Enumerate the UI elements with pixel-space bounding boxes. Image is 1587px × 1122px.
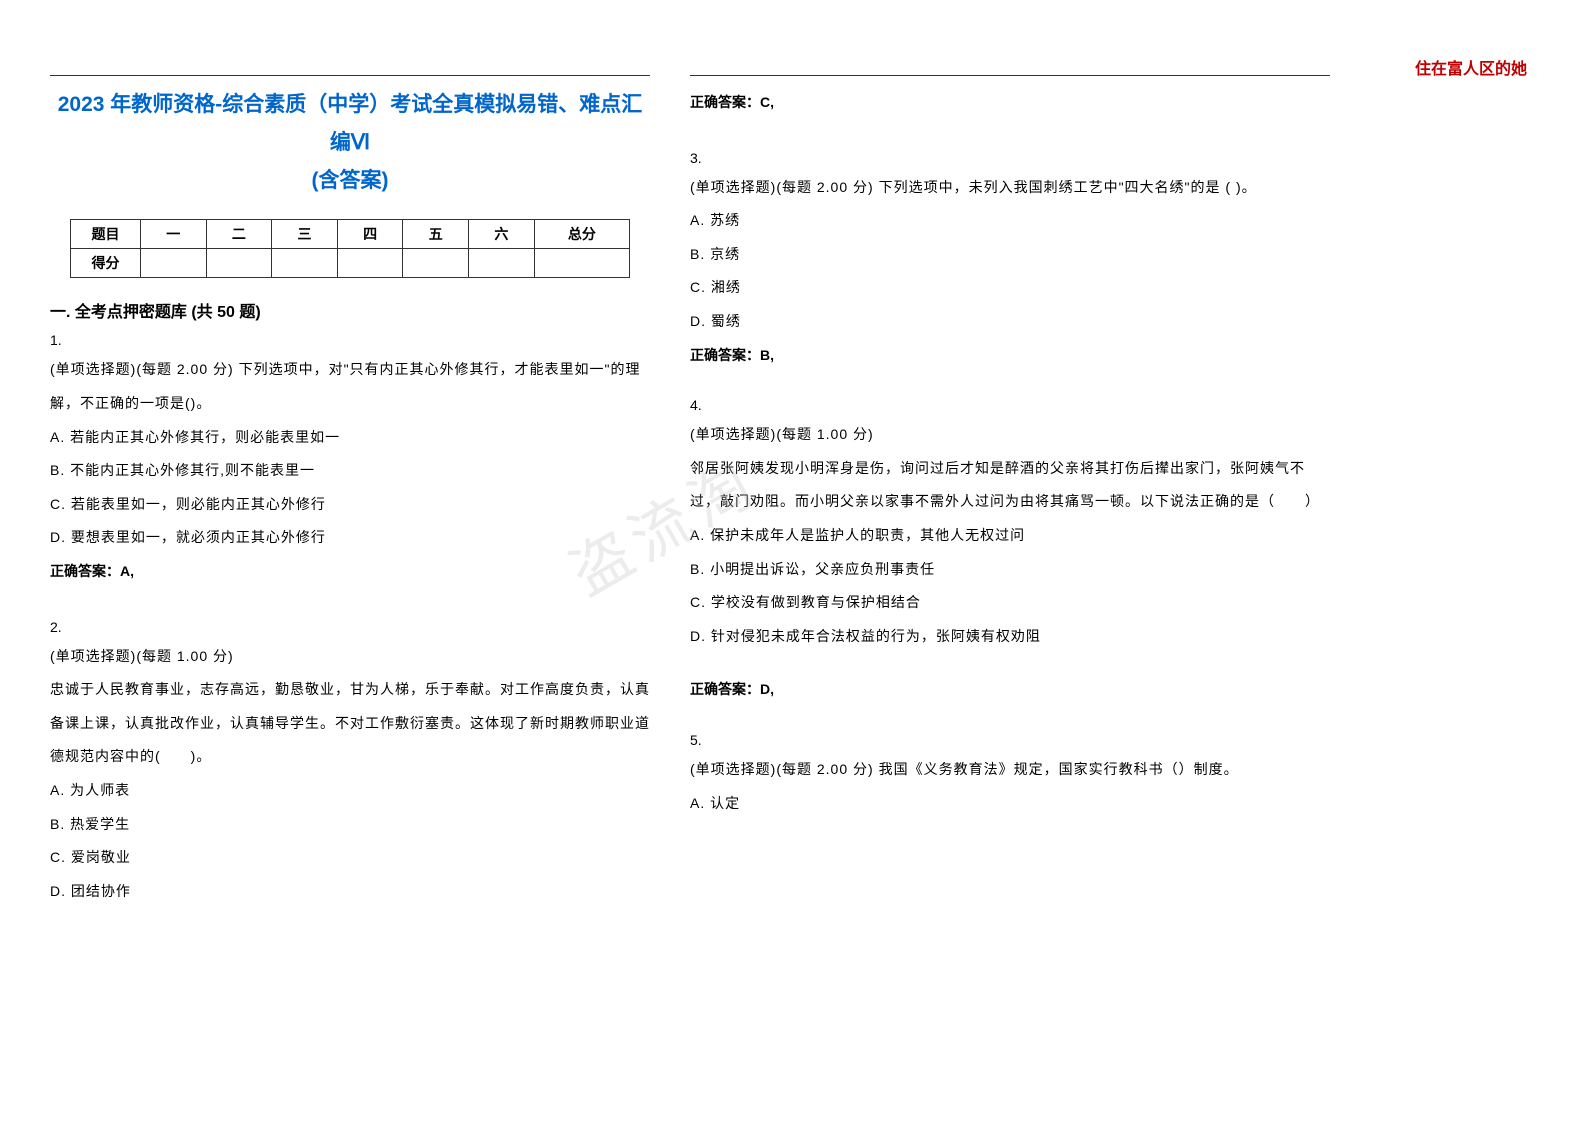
- option-c: C. 湘绣: [690, 271, 1330, 305]
- option-b: B. 热爱学生: [50, 808, 650, 842]
- question-number: 2.: [50, 619, 650, 635]
- answer-text: 正确答案：A,: [50, 555, 650, 589]
- option-a: A. 苏绣: [690, 204, 1330, 238]
- option-a: A. 认定: [690, 787, 1330, 821]
- option-a: A. 保护未成年人是监护人的职责，其他人无权过问: [690, 519, 1330, 553]
- question-number: 4.: [690, 397, 1330, 413]
- question-text: (单项选择题)(每题 1.00 分): [50, 640, 650, 674]
- question-number: 5.: [690, 732, 1330, 748]
- option-b: B. 京绣: [690, 238, 1330, 272]
- table-cell: [337, 249, 403, 278]
- question-text: (单项选择题)(每题 2.00 分) 下列选项中，未列入我国刺绣工艺中"四大名绣…: [690, 171, 1330, 205]
- answer-text: 正确答案：B,: [690, 339, 1330, 373]
- right-column: 正确答案：C, 3. (单项选择题)(每题 2.00 分) 下列选项中，未列入我…: [690, 75, 1330, 908]
- table-cell: 二: [206, 220, 272, 249]
- option-d: D. 团结协作: [50, 875, 650, 909]
- content-wrapper: 2023 年教师资格-综合素质（中学）考试全真模拟易错、难点汇编Ⅵ (含答案) …: [50, 75, 1537, 908]
- doc-title-line1: 2023 年教师资格-综合素质（中学）考试全真模拟易错、难点汇编Ⅵ: [50, 86, 650, 162]
- option-c: C. 学校没有做到教育与保护相结合: [690, 586, 1330, 620]
- question-number: 1.: [50, 332, 650, 348]
- option-d: D. 要想表里如一，就必须内正其心外修行: [50, 521, 650, 555]
- left-column: 2023 年教师资格-综合素质（中学）考试全真模拟易错、难点汇编Ⅵ (含答案) …: [50, 75, 650, 908]
- table-cell: 三: [272, 220, 338, 249]
- table-cell: 五: [403, 220, 469, 249]
- option-b: B. 小明提出诉讼，父亲应负刑事责任: [690, 553, 1330, 587]
- table-cell: 得分: [71, 249, 141, 278]
- table-cell: [534, 249, 629, 278]
- table-cell: [206, 249, 272, 278]
- table-cell: 四: [337, 220, 403, 249]
- question-text: (单项选择题)(每题 2.00 分) 我国《义务教育法》规定，国家实行教科书（）…: [690, 753, 1330, 787]
- table-cell: 题目: [71, 220, 141, 249]
- section-title: 一. 全考点押密题库 (共 50 题): [50, 298, 650, 322]
- option-d: D. 蜀绣: [690, 305, 1330, 339]
- score-table: 题目 一 二 三 四 五 六 总分 得分: [70, 219, 630, 278]
- table-cell: 一: [141, 220, 207, 249]
- option-d: D. 针对侵犯未成年合法权益的行为，张阿姨有权劝阻: [690, 620, 1330, 654]
- option-a: A. 为人师表: [50, 774, 650, 808]
- question-text: 忠诚于人民教育事业，志存高远，勤恳敬业，甘为人梯，乐于奉献。对工作高度负责，认真…: [50, 673, 650, 774]
- answer-text: 正确答案：C,: [690, 86, 1330, 120]
- table-cell: [141, 249, 207, 278]
- table-row: 题目 一 二 三 四 五 六 总分: [71, 220, 630, 249]
- question-number: 3.: [690, 150, 1330, 166]
- table-row: 得分: [71, 249, 630, 278]
- table-cell: [272, 249, 338, 278]
- question-text: 邻居张阿姨发现小明浑身是伤，询问过后才知是醉酒的父亲将其打伤后撵出家门，张阿姨气…: [690, 452, 1330, 519]
- option-a: A. 若能内正其心外修其行，则必能表里如一: [50, 421, 650, 455]
- option-c: C. 爱岗敬业: [50, 841, 650, 875]
- table-cell: 六: [469, 220, 535, 249]
- option-c: C. 若能表里如一，则必能内正其心外修行: [50, 488, 650, 522]
- table-cell: 总分: [534, 220, 629, 249]
- table-cell: [469, 249, 535, 278]
- answer-text: 正确答案：D,: [690, 673, 1330, 707]
- option-b: B. 不能内正其心外修其行,则不能表里一: [50, 454, 650, 488]
- question-text: (单项选择题)(每题 1.00 分): [690, 418, 1330, 452]
- doc-title-line2: (含答案): [50, 162, 650, 200]
- header-corner-text: 住在富人区的她: [1415, 55, 1527, 79]
- table-cell: [403, 249, 469, 278]
- question-text: (单项选择题)(每题 2.00 分) 下列选项中，对"只有内正其心外修其行，才能…: [50, 353, 650, 420]
